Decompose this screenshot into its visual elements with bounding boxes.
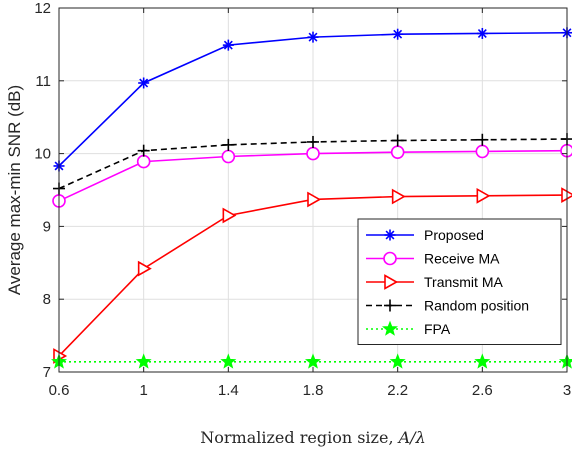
data-point xyxy=(222,138,235,151)
legend-label: Transmit MA xyxy=(424,274,503,290)
data-point xyxy=(389,353,406,369)
legend-label: Receive MA xyxy=(424,251,500,267)
y-tick-label: 12 xyxy=(34,0,51,17)
legend-entry: Random position xyxy=(366,298,529,314)
legend-entry: Transmit MA xyxy=(366,274,503,290)
legend-marker xyxy=(384,299,396,312)
y-axis-label: Average max-min SNR (dB) xyxy=(5,85,24,295)
x-axis-label-text: Normalized region size, xyxy=(200,428,398,447)
x-tick-label: 1.4 xyxy=(218,382,239,399)
y-tick-label: 7 xyxy=(43,364,51,381)
data-point xyxy=(474,353,491,369)
y-tick-label: 10 xyxy=(34,146,51,163)
x-tick-label: 2.2 xyxy=(387,382,408,399)
legend-marker xyxy=(382,320,398,336)
data-point xyxy=(222,207,237,224)
x-axis-label-variable: A/λ xyxy=(397,428,426,447)
data-point xyxy=(138,77,150,89)
legend-label: Random position xyxy=(424,298,529,314)
data-point xyxy=(392,28,404,40)
x-axis-label: Normalized region size, A/λ xyxy=(200,428,425,447)
data-point xyxy=(307,31,319,43)
x-tick-label: 0.6 xyxy=(49,382,70,399)
data-point xyxy=(306,146,320,161)
data-point xyxy=(307,191,322,208)
legend-entry: FPA xyxy=(366,320,451,337)
legend-label: FPA xyxy=(424,321,451,337)
data-point xyxy=(136,154,151,169)
x-tick-label: 2.6 xyxy=(472,382,493,399)
legend-entry: Receive MA xyxy=(366,251,500,267)
legend-marker xyxy=(383,251,397,266)
legend-marker xyxy=(384,274,399,290)
data-point xyxy=(391,188,406,205)
y-tick-label: 9 xyxy=(43,218,51,235)
y-tick-label: 8 xyxy=(43,291,51,308)
data-point xyxy=(307,135,319,148)
data-point xyxy=(135,353,152,369)
data-point xyxy=(222,39,234,51)
data-point xyxy=(476,27,488,39)
data-point xyxy=(137,144,150,157)
data-point xyxy=(137,260,152,277)
x-tick-label: 1 xyxy=(139,382,147,399)
series-layer xyxy=(51,27,572,369)
data-point xyxy=(220,353,237,369)
data-point xyxy=(476,187,491,204)
data-point xyxy=(305,353,321,369)
legend-marker xyxy=(384,229,396,241)
data-point xyxy=(221,149,236,164)
y-tick-label: 11 xyxy=(35,73,51,90)
series-proposed xyxy=(53,27,572,172)
data-point xyxy=(391,134,404,147)
data-point xyxy=(476,133,489,146)
legend-entry: Proposed xyxy=(366,227,484,243)
data-point xyxy=(475,144,490,159)
data-point xyxy=(390,145,405,159)
axis-ticks: 0.6 1 1.4 1.8 2.2 2.6 3 7 8 9 10 11 12 xyxy=(34,0,571,399)
legend-label: Proposed xyxy=(424,227,484,243)
x-tick-label: 3 xyxy=(563,382,571,399)
legend: Proposed Receive MA Transmit MA Random posi… xyxy=(357,218,562,345)
x-tick-label: 1.8 xyxy=(303,382,324,399)
series-transmit-ma xyxy=(53,187,572,364)
